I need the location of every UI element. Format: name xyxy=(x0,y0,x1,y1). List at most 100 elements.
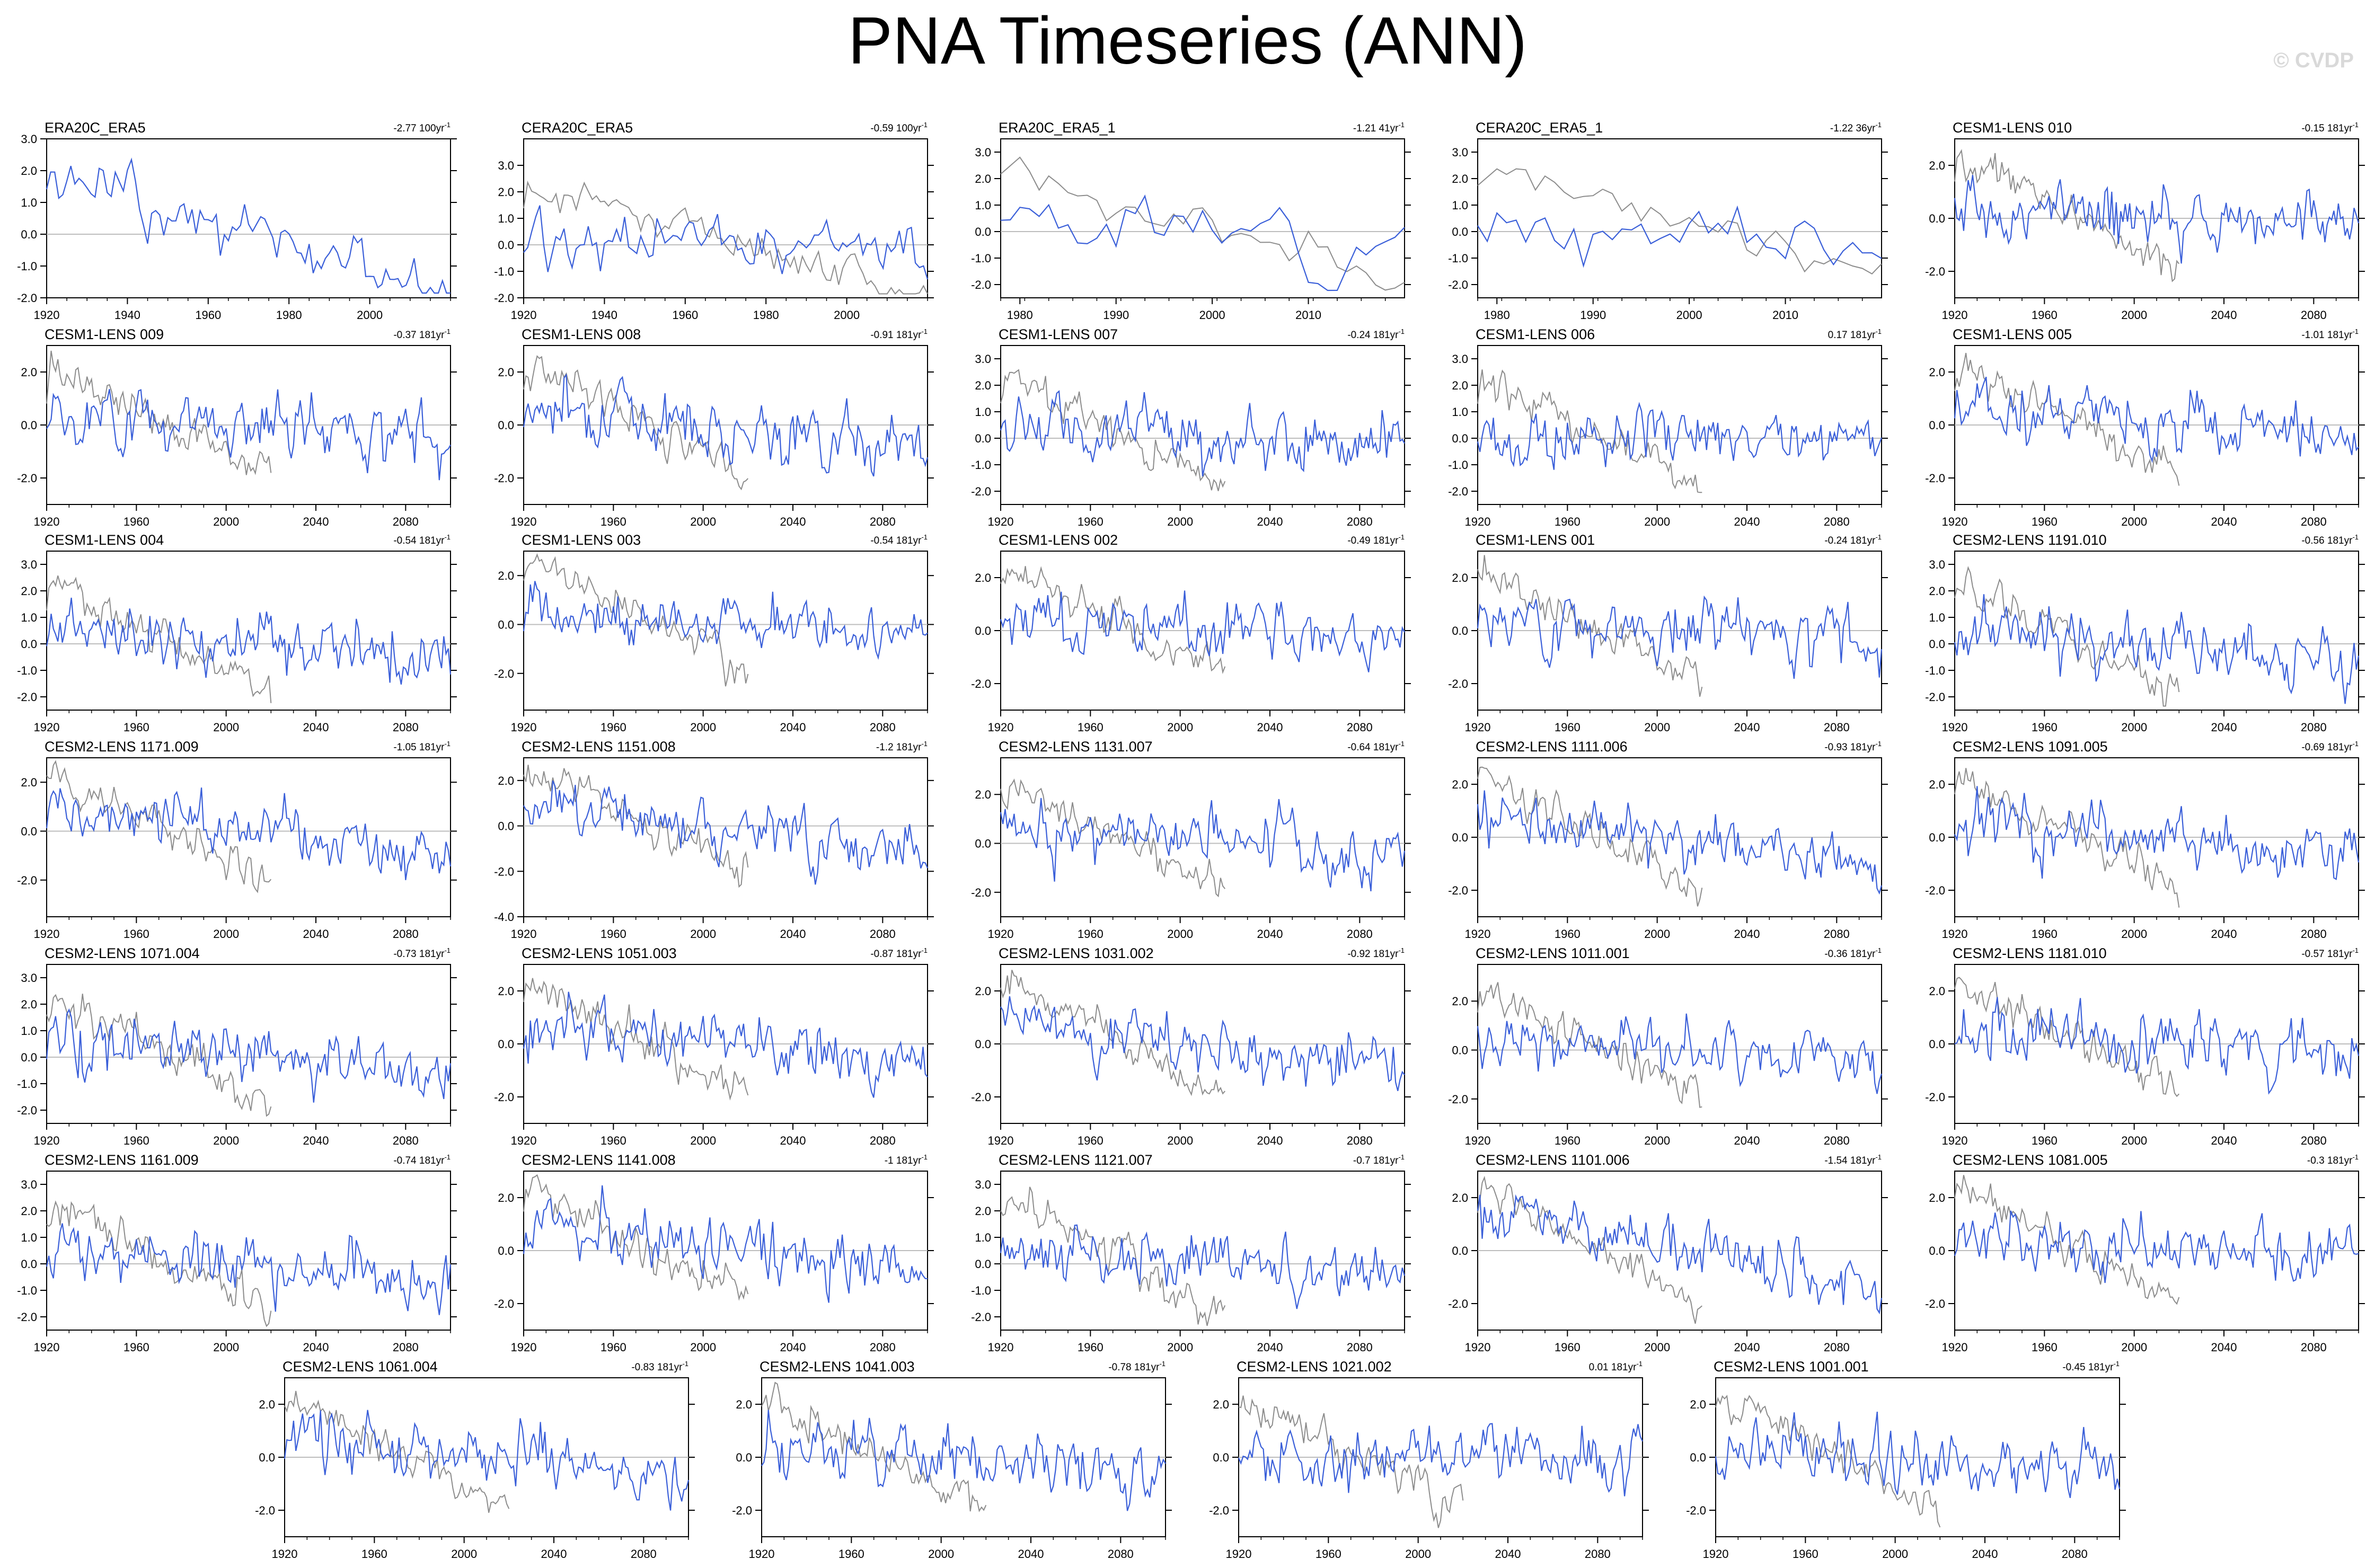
panel-title: CESM1-LENS 007 xyxy=(999,326,1118,342)
y-tick-label: -2.0 xyxy=(1448,1297,1468,1310)
y-tick-label: 0.0 xyxy=(975,837,991,851)
y-tick-label: -1.0 xyxy=(1448,252,1468,265)
panel-trend: -1.22 36yr-1 xyxy=(1830,121,1882,134)
x-tick-label: 2040 xyxy=(303,1134,329,1147)
observed-series-line xyxy=(1238,1395,1464,1528)
y-tick-label: 0.0 xyxy=(21,419,37,432)
panel-trend: -0.78 181yr-1 xyxy=(1108,1360,1166,1373)
observed-series-line xyxy=(1477,982,1702,1108)
x-tick-label: 2040 xyxy=(1257,1341,1283,1354)
y-tick-label: 0.0 xyxy=(975,1038,991,1051)
model-series-line xyxy=(1954,594,2360,704)
panel-34: CESM2-LENS 1001.001 -0.45 181yr-1 1920 1960… xyxy=(1686,1359,2126,1561)
panel-trend: -0.64 181yr-1 xyxy=(1347,740,1405,753)
panel-title: CESM2-LENS 1191.010 xyxy=(1953,532,2107,548)
x-tick-label: 2040 xyxy=(1257,1134,1283,1147)
x-tick-label: 2080 xyxy=(2301,927,2327,941)
x-tick-label: 2080 xyxy=(1824,515,1850,528)
model-series-line xyxy=(1954,1210,2359,1283)
y-tick-label: -2.0 xyxy=(1925,1297,1945,1310)
model-series-line xyxy=(46,157,451,294)
y-tick-label: 2.0 xyxy=(498,366,514,379)
x-tick-label: 2000 xyxy=(213,927,239,941)
y-tick-label: 3.0 xyxy=(21,971,37,985)
y-tick-label: 2.0 xyxy=(21,1204,37,1218)
model-series-line xyxy=(1000,390,1405,477)
x-tick-label: 2040 xyxy=(2211,721,2237,734)
panel-trend: -0.24 181yr-1 xyxy=(1347,327,1405,341)
x-tick-label: 2000 xyxy=(213,1341,239,1354)
x-tick-label: 1960 xyxy=(2032,515,2058,528)
y-tick-label: 0.0 xyxy=(21,1257,37,1271)
observed-series-line xyxy=(1477,168,1882,275)
x-tick-label: 2000 xyxy=(1882,1547,1908,1561)
x-tick-label: 2080 xyxy=(2301,1341,2327,1354)
x-tick-label: 1920 xyxy=(34,1134,60,1147)
y-tick-label: 0.0 xyxy=(21,1051,37,1064)
panel-trend: -0.24 181yr-1 xyxy=(1824,533,1882,546)
x-tick-label: 2080 xyxy=(870,721,896,734)
y-tick-label: 0.0 xyxy=(975,1257,991,1271)
model-series-line xyxy=(1715,1411,2121,1498)
x-tick-label: 1920 xyxy=(34,515,60,528)
observed-series-line xyxy=(46,760,272,893)
y-tick-label: -1.0 xyxy=(17,664,37,677)
y-tick-label: 0.0 xyxy=(498,1244,514,1257)
panel-title: CESM2-LENS 1121.007 xyxy=(999,1152,1153,1168)
model-series-line xyxy=(523,581,928,660)
y-tick-label: -2.0 xyxy=(1448,884,1468,897)
panel-trend: -0.91 181yr-1 xyxy=(870,327,928,341)
panel-28: CESM2-LENS 1121.007 -0.7 181yr-1 1920 1960 2… xyxy=(971,1152,1411,1354)
y-tick-label: 2.0 xyxy=(498,774,514,787)
x-tick-label: 2040 xyxy=(303,515,329,528)
x-tick-label: 2080 xyxy=(393,721,419,734)
model-series-line xyxy=(1954,175,2360,264)
y-tick-label: 1.0 xyxy=(21,611,37,624)
y-tick-label: -2.0 xyxy=(494,865,514,878)
panel-27: CESM2-LENS 1141.008 -1 181yr-1 1920 1960 200… xyxy=(494,1152,934,1354)
y-tick-label: -1.0 xyxy=(17,1077,37,1091)
x-tick-label: 1960 xyxy=(2032,927,2058,941)
y-tick-label: 3.0 xyxy=(21,132,37,146)
y-tick-label: 0.0 xyxy=(1213,1451,1229,1464)
y-tick-label: 0.0 xyxy=(498,618,514,631)
x-tick-label: 2080 xyxy=(393,1134,419,1147)
x-tick-label: 2040 xyxy=(780,515,806,528)
cvdp-watermark: © CVDP xyxy=(2273,49,2354,72)
observed-series-line xyxy=(523,765,749,888)
panel-2: CERA20C_ERA5 -0.59 100yr-1 1920 1940 1960 198… xyxy=(494,120,934,322)
x-tick-label: 2080 xyxy=(870,1134,896,1147)
panel-22: CESM2-LENS 1051.003 -0.87 181yr-1 1920 1960… xyxy=(494,945,934,1147)
y-tick-label: 0.0 xyxy=(1929,419,1945,432)
model-series-line xyxy=(1000,996,1405,1091)
x-tick-label: 2000 xyxy=(213,1134,239,1147)
y-tick-label: 2.0 xyxy=(975,985,991,998)
x-tick-label: 2080 xyxy=(1347,515,1373,528)
x-tick-label: 1920 xyxy=(511,308,537,322)
y-tick-label: 0.0 xyxy=(1929,637,1945,651)
x-tick-label: 2080 xyxy=(393,1341,419,1354)
panel-trend: -0.7 181yr-1 xyxy=(1353,1153,1405,1166)
panel-title: CESM2-LENS 1181.010 xyxy=(1953,945,2107,961)
y-tick-label: 1.0 xyxy=(1452,405,1468,419)
y-tick-label: 2.0 xyxy=(1929,584,1945,598)
x-tick-label: 1920 xyxy=(988,721,1014,734)
panel-15: CESM2-LENS 1191.010 -0.56 181yr-1 1920 1960… xyxy=(1925,532,2365,734)
x-tick-label: 2000 xyxy=(690,927,716,941)
panel-7: CESM1-LENS 008 -0.91 181yr-1 1920 1960 2000 2… xyxy=(494,326,934,528)
model-series-line xyxy=(1954,786,2360,880)
y-tick-label: 1.0 xyxy=(498,212,514,225)
observed-series-line xyxy=(46,1200,272,1327)
panel-trend: -0.92 181yr-1 xyxy=(1347,946,1405,960)
y-tick-label: 0.0 xyxy=(498,419,514,432)
x-tick-label: 1960 xyxy=(1078,1134,1103,1147)
x-tick-label: 1990 xyxy=(1580,308,1606,322)
x-tick-label: 2000 xyxy=(1676,308,1702,322)
y-tick-label: -2.0 xyxy=(1209,1504,1229,1517)
y-tick-label: 3.0 xyxy=(498,159,514,172)
x-tick-label: 2000 xyxy=(213,515,239,528)
y-tick-label: 0.0 xyxy=(1929,1244,1945,1257)
panel-frame xyxy=(523,757,928,917)
x-tick-label: 2080 xyxy=(2301,515,2327,528)
x-tick-label: 1920 xyxy=(1465,721,1491,734)
